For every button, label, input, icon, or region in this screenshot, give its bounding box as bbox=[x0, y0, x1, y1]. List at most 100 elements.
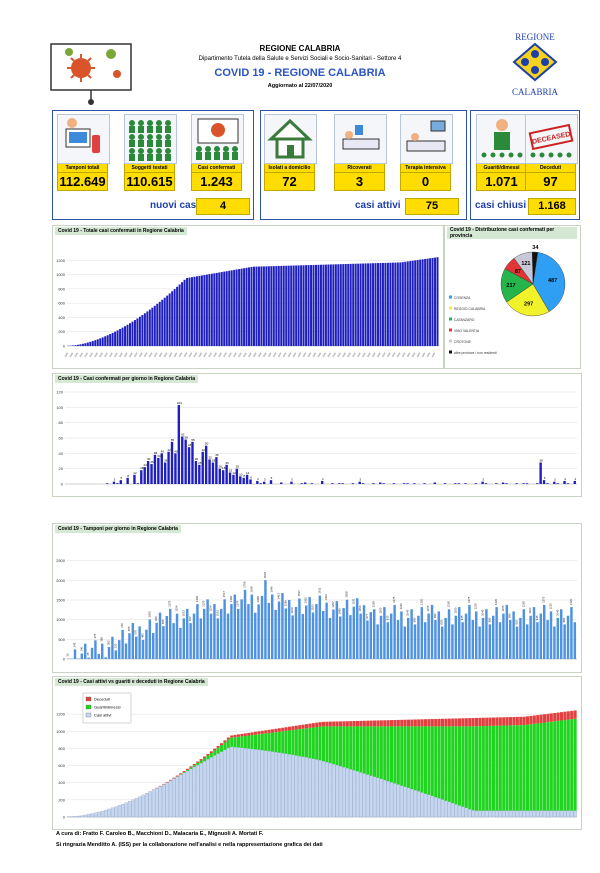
y-tick-label: 1000 bbox=[56, 729, 66, 734]
active-area-bar bbox=[379, 778, 383, 818]
x-tick-label: date bbox=[237, 351, 243, 358]
bar-value-label: 10 bbox=[239, 472, 243, 476]
bar-value-label: 1508 bbox=[345, 591, 349, 598]
deceased-area-bar bbox=[288, 726, 292, 731]
bar-value-label: 880 bbox=[487, 617, 491, 622]
region-logo: REGIONE CALABRIA bbox=[500, 32, 570, 102]
deceased-area-bar bbox=[563, 711, 567, 721]
province-pie-panel: Covid 19 - Distribuzione casi confermati… bbox=[444, 225, 581, 369]
y-tick-label: 800 bbox=[58, 286, 65, 291]
deceased-area-bar bbox=[495, 717, 499, 726]
daily-case-bar bbox=[573, 480, 576, 484]
cumulative-bar bbox=[114, 331, 117, 346]
deceased-area-bar bbox=[458, 718, 462, 727]
active-vs-closed-chart: 0 200 400 600 800 1000 1200 Deceduti Guariti/dim… bbox=[56, 692, 577, 820]
deceased-area-bar bbox=[260, 730, 264, 734]
x-tick-label: date bbox=[108, 351, 114, 358]
daily-test-bar bbox=[250, 594, 254, 659]
bar-value-label: 5 bbox=[544, 476, 546, 480]
recovered-area-bar bbox=[481, 726, 485, 811]
cumulative-bar bbox=[322, 264, 325, 346]
cumulative-bar bbox=[302, 265, 305, 346]
daily-case-bar bbox=[481, 481, 484, 484]
cumulative-bar bbox=[352, 263, 355, 346]
x-tick-label: date bbox=[83, 351, 89, 358]
deceased-area-bar bbox=[250, 732, 254, 736]
daily-test-bar bbox=[444, 617, 447, 659]
cumulative-bar bbox=[419, 259, 422, 346]
cumulative-bar bbox=[434, 257, 437, 346]
recovered-area-bar bbox=[349, 726, 353, 770]
daily-test-bar bbox=[451, 624, 454, 659]
active-area-bar bbox=[512, 810, 516, 818]
bar-value-label: 1286 bbox=[283, 600, 287, 607]
x-tick-label: date bbox=[187, 351, 193, 358]
cumulative-bar bbox=[220, 272, 223, 346]
recovered-area-bar bbox=[441, 726, 445, 800]
deceased-area-bar bbox=[566, 711, 570, 720]
recovered-area-bar bbox=[196, 762, 200, 766]
deceased-area-bar bbox=[271, 729, 275, 733]
active-cases-value: 75 bbox=[405, 198, 459, 215]
active-area-bar bbox=[376, 777, 380, 818]
daily-test-bar bbox=[179, 627, 182, 659]
bar-value-label: 12 bbox=[232, 471, 236, 475]
bar-value-label: 880 bbox=[562, 617, 566, 622]
deceased-area-bar bbox=[233, 734, 237, 738]
active-area-bar bbox=[498, 810, 502, 818]
x-tick-label: date bbox=[247, 351, 253, 358]
active-area-bar bbox=[566, 810, 570, 818]
cumulative-bar bbox=[168, 293, 171, 346]
recovered-area-bar bbox=[505, 725, 509, 811]
active-area-bar bbox=[311, 758, 315, 818]
daily-test-bar bbox=[515, 626, 519, 659]
daily-test-bar bbox=[264, 580, 267, 659]
bar-value-label: 935 bbox=[535, 615, 539, 620]
active-area-bar bbox=[216, 753, 220, 818]
bar-value-label: 1210 bbox=[399, 603, 403, 610]
daily-case-bar bbox=[119, 480, 123, 484]
recovered-area-bar bbox=[502, 725, 506, 811]
deceased-area-bar bbox=[189, 766, 193, 768]
recovered-area-bar bbox=[243, 735, 247, 749]
y-tick-label: 0 bbox=[63, 815, 66, 820]
daily-test-bar bbox=[288, 600, 291, 659]
cumulative-bar bbox=[161, 299, 164, 346]
recovered-area-bar bbox=[420, 726, 424, 793]
active-area-bar bbox=[338, 766, 343, 818]
legend-swatch bbox=[85, 712, 92, 718]
active-area-bar bbox=[372, 776, 377, 818]
daily-case-bar bbox=[167, 451, 170, 484]
daily-test-bar bbox=[175, 613, 179, 659]
cumulative-bar bbox=[359, 263, 362, 346]
bar-value-label: 220 bbox=[113, 643, 117, 648]
active-area-bar bbox=[471, 810, 475, 818]
recovered-area-bar bbox=[556, 720, 560, 811]
active-area-bar bbox=[434, 797, 438, 818]
bar-value-label: 20 bbox=[236, 465, 240, 469]
daily-test-bar bbox=[424, 622, 427, 659]
bar-value-label: 1517 bbox=[222, 591, 226, 598]
x-tick-label: date bbox=[405, 351, 411, 358]
daily-case-bar bbox=[464, 483, 467, 484]
active-area-bar bbox=[73, 816, 77, 818]
recovered-icon bbox=[481, 119, 523, 158]
recovered-area-bar bbox=[437, 726, 441, 799]
daily-test-bar bbox=[169, 608, 172, 659]
x-tick-label: date bbox=[291, 351, 297, 358]
deceased-area-bar bbox=[396, 719, 400, 727]
daily-test-bar bbox=[366, 620, 369, 659]
kpi-value: 0 bbox=[400, 173, 451, 191]
daily-test-bar bbox=[464, 613, 468, 659]
daily-test-bar bbox=[243, 589, 247, 659]
x-tick-label: date bbox=[113, 351, 119, 358]
cumulative-bar bbox=[215, 272, 218, 346]
daily-case-bar bbox=[474, 483, 477, 484]
daily-test-bar bbox=[376, 624, 379, 659]
deceased-area-bar bbox=[277, 728, 281, 732]
active-area-bar bbox=[90, 813, 94, 818]
kpi-card-1: Soggetti testati 110.615 bbox=[124, 114, 177, 191]
daily-test-bar bbox=[199, 618, 203, 659]
deceased-area-bar bbox=[407, 719, 411, 727]
cumulative-bar bbox=[337, 264, 340, 346]
